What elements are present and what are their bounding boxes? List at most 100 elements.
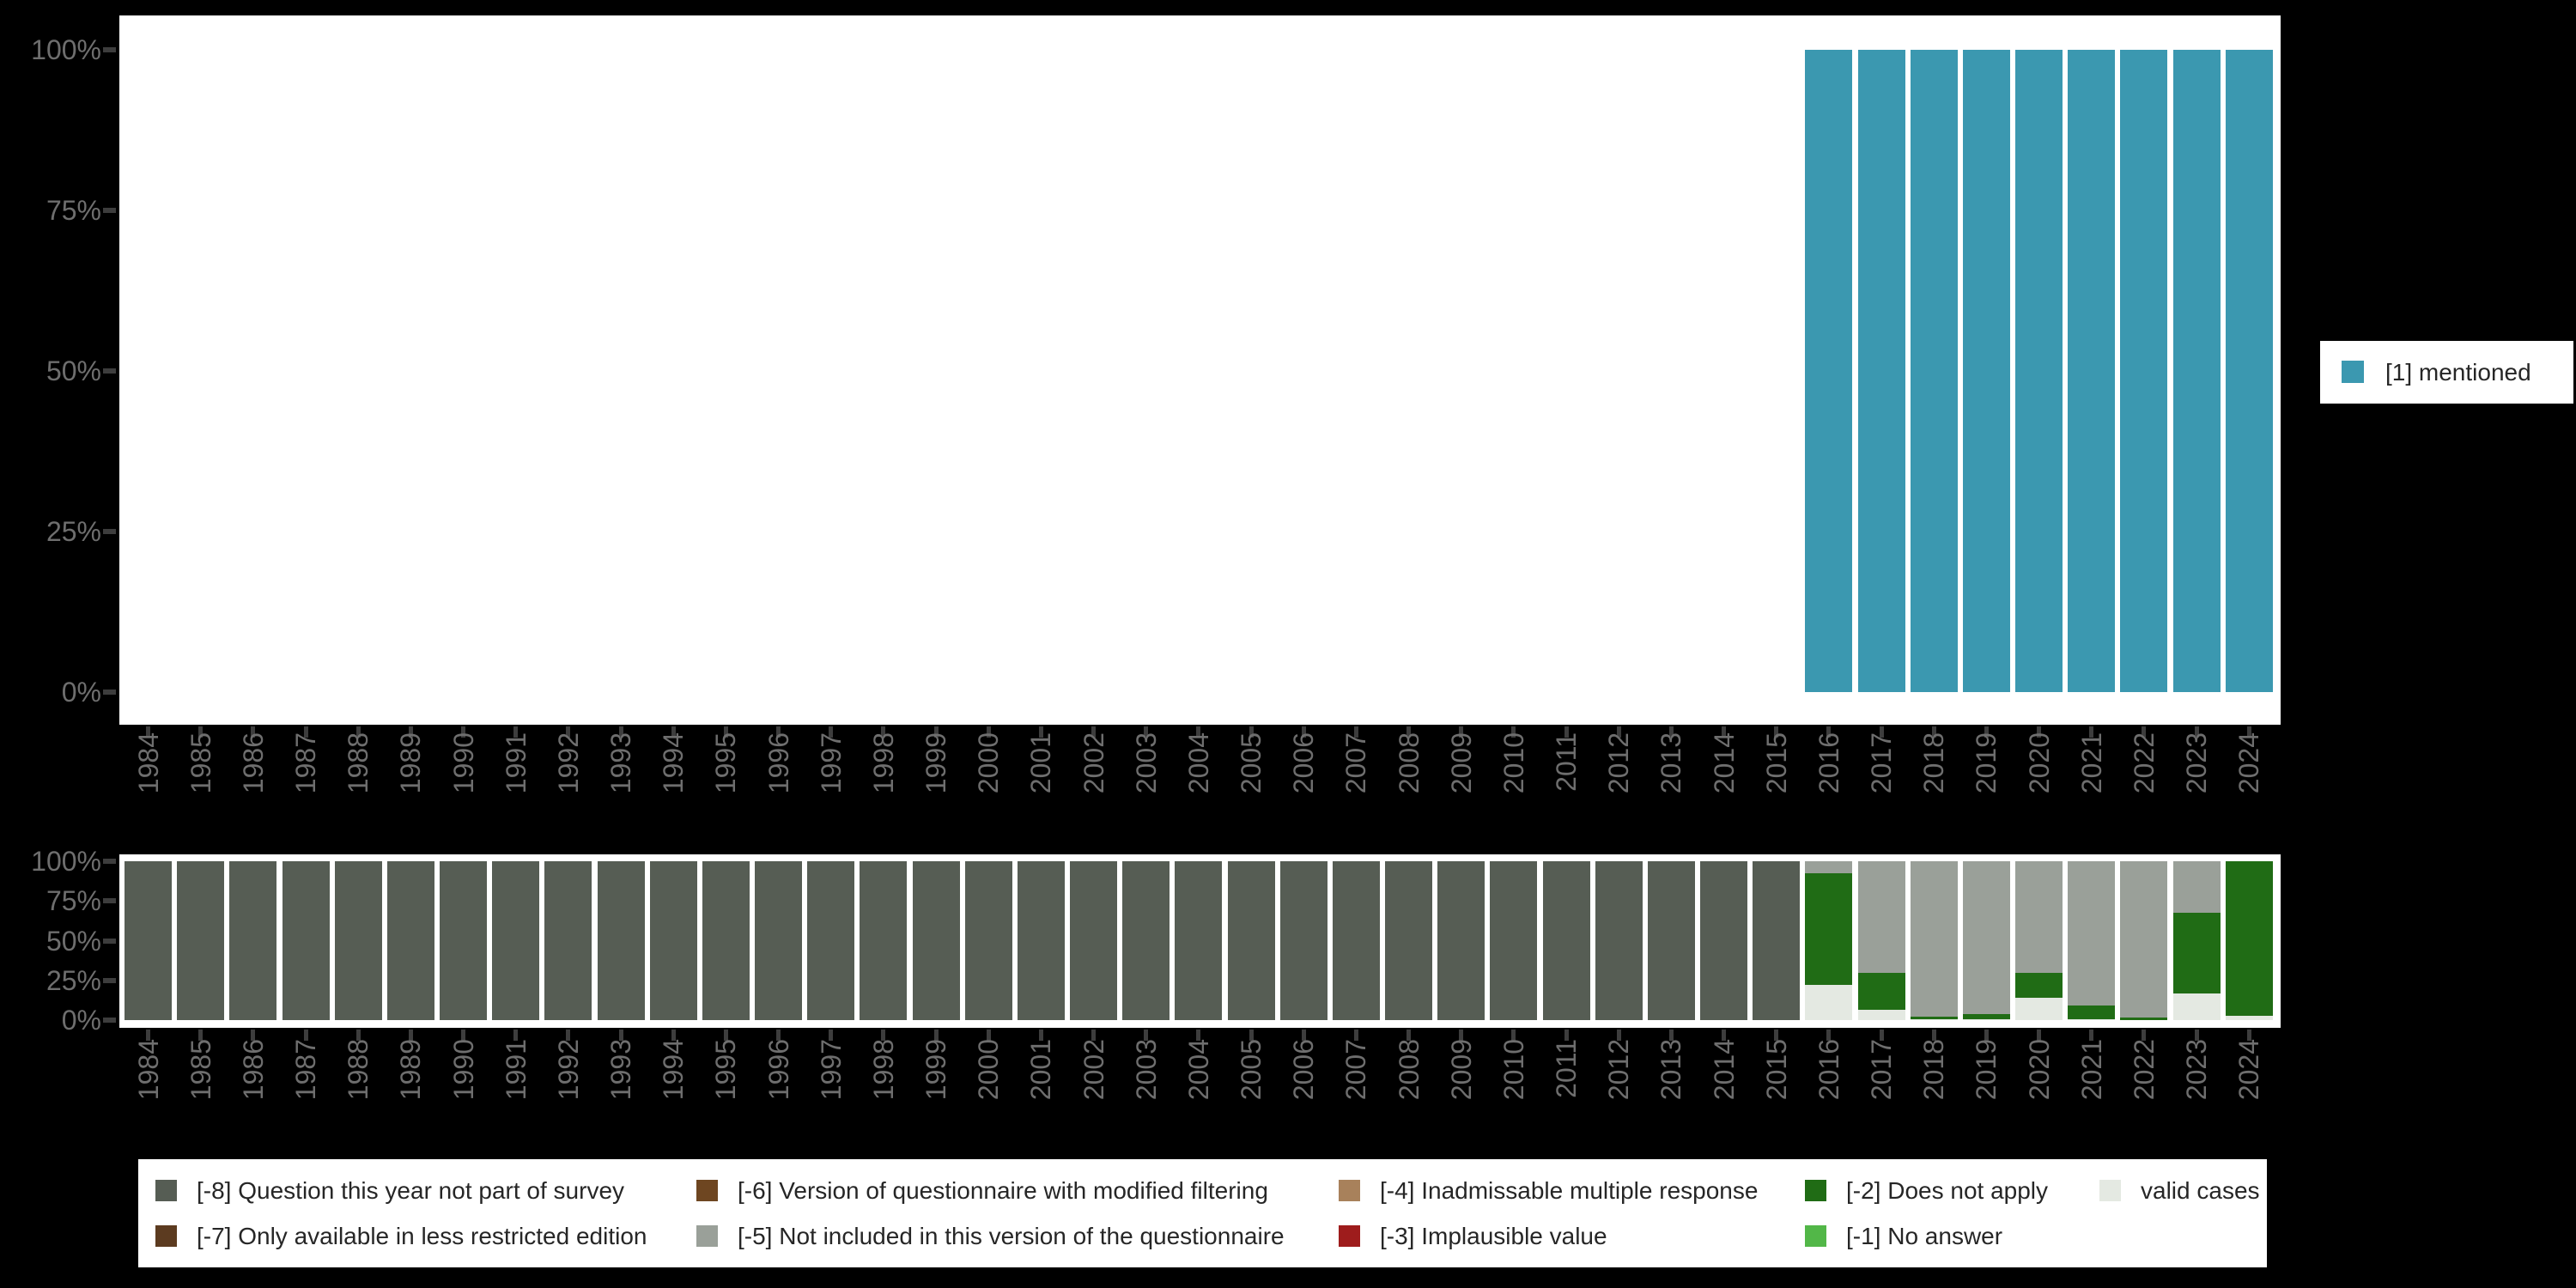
bottom-bar-2016-segment	[1805, 984, 1853, 1020]
top-year-label-1995: 1995	[710, 732, 742, 794]
top-xtick-2020	[2037, 726, 2042, 738]
top-ytick-label: 50%	[46, 355, 101, 386]
top-year-label-2022: 2022	[2128, 732, 2160, 794]
top-ytick-label: 100%	[31, 34, 101, 65]
top-year-label-2016: 2016	[1813, 732, 1844, 794]
top-xtick-2018	[1931, 726, 1936, 738]
legend-label-cat4: [-4] Inadmissable multiple response	[1380, 1177, 1759, 1204]
top-year-label-2010: 2010	[1498, 732, 1529, 794]
top-year-label-2011: 2011	[1551, 732, 1583, 792]
top-year-label-2013: 2013	[1656, 732, 1687, 794]
top-year-label-2003: 2003	[1130, 732, 1162, 794]
bottom-year-label-2006: 2006	[1288, 1039, 1320, 1101]
top-xtick-1996	[776, 726, 781, 738]
bottom-bar-2020-segment	[2015, 973, 2063, 999]
top-xtick-2011	[1564, 726, 1569, 738]
top-xtick-1995	[723, 726, 728, 738]
top-xtick-2010	[1511, 726, 1516, 738]
top-xtick-1991	[513, 726, 519, 738]
top-year-label-2021: 2021	[2075, 732, 2107, 794]
bottom-xtick-1991	[513, 1030, 519, 1041]
bottom-bar-2015-segment	[1753, 861, 1801, 1020]
top-ytick-label: 25%	[46, 516, 101, 547]
bottom-bar-2017-segment	[1857, 1009, 1905, 1020]
bottom-bar-2018-segment	[1910, 1017, 1958, 1020]
top-xtick-2012	[1616, 726, 1621, 738]
top-year-label-2017: 2017	[1866, 732, 1898, 794]
top-year-label-1986: 1986	[237, 732, 269, 794]
bottom-bar-2019-segment	[1962, 1014, 2010, 1020]
bottom-xtick-2019	[1984, 1030, 1989, 1041]
top-xtick-2016	[1826, 726, 1832, 738]
top-xtick-2000	[986, 726, 991, 738]
top-xtick-1998	[881, 726, 886, 738]
bottom-year-label-1995: 1995	[710, 1039, 742, 1101]
top-xtick-2019	[1984, 726, 1989, 738]
bottom-year-label-1998: 1998	[867, 1039, 899, 1101]
bottom-bar-2020-segment	[2015, 998, 2063, 1020]
bottom-xtick-2018	[1931, 1030, 1936, 1041]
bottom-xtick-2004	[1196, 1030, 1201, 1041]
top-xtick-2006	[1301, 726, 1306, 738]
top-xtick-1993	[618, 726, 623, 738]
legend-swatch-cat6	[696, 1180, 718, 1201]
bottom-year-label-1988: 1988	[343, 1039, 374, 1101]
bottom-xtick-1986	[251, 1030, 256, 1041]
top-year-label-1991: 1991	[500, 732, 532, 794]
bottom-year-label-2023: 2023	[2181, 1039, 2213, 1101]
bottom-year-label-2012: 2012	[1603, 1039, 1635, 1101]
bottom-year-label-2015: 2015	[1760, 1039, 1792, 1101]
bottom-bar-2020-segment	[2015, 861, 2063, 974]
legend-swatch-cat1	[1805, 1225, 1826, 1247]
top-xtick-2022	[2142, 726, 2147, 738]
top-xtick-1999	[933, 726, 939, 738]
top-year-label-2005: 2005	[1236, 732, 1267, 794]
bottom-bar-2017-segment	[1857, 972, 1905, 1010]
bottom-bar-2017-segment	[1857, 861, 1905, 973]
legend-swatch-valid	[2099, 1180, 2121, 1201]
top-ytick-label: 75%	[46, 195, 101, 226]
top-year-label-1989: 1989	[395, 732, 427, 794]
top-year-label-1985: 1985	[185, 732, 216, 794]
bottom-bar-2022-segment	[2120, 1018, 2168, 1020]
bottom-bar-2013-segment	[1647, 861, 1695, 1020]
bottom-xtick-1996	[776, 1030, 781, 1041]
top-ytick-mark	[103, 690, 116, 695]
bottom-bar-1997-segment	[807, 861, 855, 1020]
bottom-bar-1987-segment	[282, 861, 330, 1020]
bottom-xtick-1997	[829, 1030, 834, 1041]
bottom-bar-2007-segment	[1332, 861, 1380, 1020]
bottom-bar-2024-segment	[2225, 1016, 2273, 1020]
bottom-year-label-2000: 2000	[973, 1039, 1005, 1101]
bottom-year-label-2008: 2008	[1393, 1039, 1425, 1101]
bottom-bar-2000-segment	[964, 861, 1012, 1020]
legend-label-cat2: [-2] Does not apply	[1846, 1177, 2049, 1204]
bottom-xtick-2017	[1879, 1030, 1884, 1041]
top-ytick-mark	[103, 368, 116, 374]
bottom-bar-1991-segment	[492, 861, 540, 1020]
bottom-year-label-2020: 2020	[2023, 1039, 2055, 1101]
top-xtick-2002	[1091, 726, 1097, 738]
top-xtick-2017	[1879, 726, 1884, 738]
top-year-label-1997: 1997	[815, 732, 847, 794]
top-bar-2018	[1910, 50, 1958, 692]
top-year-label-2020: 2020	[2023, 732, 2055, 794]
top-bar-2019	[1962, 50, 2010, 692]
legend-swatch-cat4	[1339, 1180, 1360, 1201]
bottom-ytick-mark	[103, 977, 116, 983]
bottom-xtick-2002	[1091, 1030, 1097, 1041]
top-xtick-2008	[1406, 726, 1412, 738]
bottom-year-label-2024: 2024	[2233, 1039, 2265, 1101]
bottom-xtick-1984	[146, 1030, 150, 1041]
top-year-label-1993: 1993	[605, 732, 637, 794]
legend-swatch-cat7	[155, 1225, 177, 1247]
bottom-bar-2010-segment	[1490, 861, 1538, 1020]
top-bar-2017	[1857, 50, 1905, 692]
bottom-xtick-1989	[408, 1030, 413, 1041]
top-year-label-2014: 2014	[1708, 732, 1740, 794]
top-xtick-1992	[566, 726, 571, 738]
bottom-year-label-1991: 1991	[500, 1039, 532, 1101]
top-year-label-1992: 1992	[552, 732, 584, 794]
bottom-year-label-2007: 2007	[1340, 1039, 1372, 1101]
